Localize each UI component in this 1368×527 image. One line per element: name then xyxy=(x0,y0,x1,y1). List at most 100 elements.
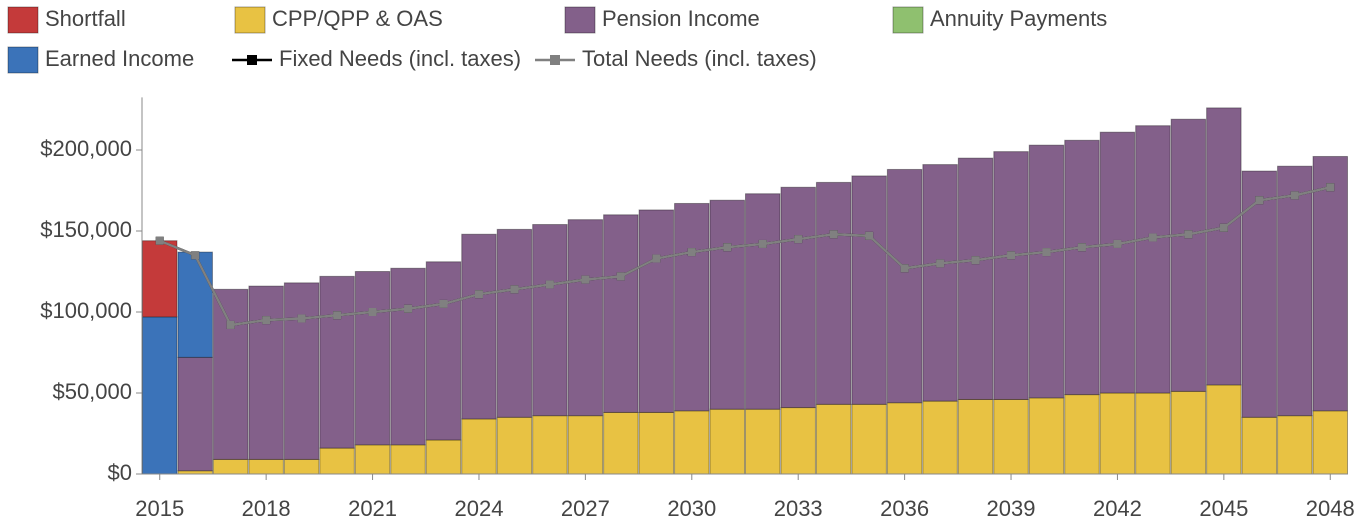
line-marker xyxy=(971,256,980,265)
line-marker xyxy=(545,280,554,289)
bar-segment xyxy=(957,157,994,400)
bar-segment xyxy=(532,224,568,417)
line-marker xyxy=(1184,230,1193,239)
bar-segment xyxy=(638,411,675,475)
bar-segment xyxy=(1135,392,1171,475)
line-marker xyxy=(1042,248,1051,257)
bar-segment xyxy=(1028,144,1065,399)
x-tick-label: 2015 xyxy=(135,496,184,521)
bar-segment xyxy=(177,356,213,472)
x-tick-label: 2033 xyxy=(774,496,823,521)
bar-segment xyxy=(354,444,391,475)
legend-swatch xyxy=(564,6,596,34)
bar-segment xyxy=(283,282,320,460)
legend-label: Earned Income xyxy=(45,46,194,71)
legend-label: CPP/QPP & OAS xyxy=(272,6,443,31)
line-marker xyxy=(829,230,838,239)
x-tick-label: 2045 xyxy=(1199,496,1248,521)
line-marker xyxy=(368,308,377,316)
bar-segment xyxy=(780,407,816,475)
line-marker xyxy=(333,311,342,320)
y-tick-label: $0 xyxy=(108,460,132,485)
line-marker xyxy=(687,248,696,257)
line-marker xyxy=(1219,223,1228,232)
x-tick-label: 2021 xyxy=(348,496,397,521)
x-tick-label: 2027 xyxy=(561,496,610,521)
line-marker xyxy=(1113,239,1122,248)
bar-segment xyxy=(1206,107,1242,386)
line-marker xyxy=(1326,183,1335,192)
bar-segment xyxy=(177,251,213,358)
line-marker xyxy=(900,264,909,273)
bar-segment xyxy=(1241,170,1278,418)
line-marker xyxy=(616,272,625,281)
x-tick-label: 2042 xyxy=(1093,496,1142,521)
bar-segment xyxy=(1135,125,1171,394)
line-marker xyxy=(439,299,448,308)
legend-swatch xyxy=(892,6,924,34)
bar-segment xyxy=(922,400,958,475)
bar-segment xyxy=(425,439,462,475)
bar-segment xyxy=(603,214,639,413)
bar-segment xyxy=(1170,118,1207,392)
line-marker xyxy=(297,314,306,323)
y-tick-label: $150,000 xyxy=(40,217,132,242)
line-marker xyxy=(652,254,661,263)
bar-segment xyxy=(1206,384,1242,475)
bar-segment xyxy=(1099,131,1136,394)
legend-label: Fixed Needs (incl. taxes) xyxy=(279,46,521,71)
legend-swatch xyxy=(7,6,39,34)
bar-segment xyxy=(1064,394,1100,475)
legend-marker xyxy=(550,55,560,65)
x-tick-label: 2030 xyxy=(667,496,716,521)
bar-segment xyxy=(815,181,852,405)
line-marker xyxy=(581,275,590,284)
y-tick-label: $100,000 xyxy=(40,298,132,323)
bar-segment xyxy=(425,261,462,441)
bar-segment xyxy=(886,402,923,475)
bar-segment xyxy=(1277,415,1313,475)
bar-segment xyxy=(1028,397,1065,475)
x-tick-label: 2024 xyxy=(454,496,503,521)
bar-segment xyxy=(851,175,887,405)
bar-segment xyxy=(1170,390,1207,475)
line-marker xyxy=(794,235,803,244)
line-marker xyxy=(758,239,767,248)
bar-segment xyxy=(745,408,781,475)
bar-segment xyxy=(567,219,604,417)
bar-segment xyxy=(390,267,426,446)
x-tick-label: 2018 xyxy=(242,496,291,521)
bar-segment xyxy=(780,186,816,409)
bar-segment xyxy=(319,275,355,449)
line-marker xyxy=(1077,243,1086,252)
line-marker xyxy=(723,243,732,252)
line-marker xyxy=(1255,196,1264,205)
bar-segment xyxy=(1312,410,1349,475)
bar-segment xyxy=(1099,392,1136,475)
bar-segment xyxy=(993,151,1029,400)
line-marker xyxy=(1007,251,1016,260)
legend-marker xyxy=(247,55,257,65)
x-tick-label: 2036 xyxy=(880,496,929,521)
bar-segment xyxy=(354,271,391,446)
legend-label: Pension Income xyxy=(602,6,760,31)
x-tick-label: 2039 xyxy=(987,496,1036,521)
line-marker xyxy=(191,251,200,260)
bar-segment xyxy=(496,228,533,418)
x-tick-label: 2048 xyxy=(1306,496,1355,521)
bar-segment xyxy=(745,193,781,410)
line-marker xyxy=(510,285,519,294)
line-marker xyxy=(936,259,945,268)
bar-segment xyxy=(638,209,675,413)
bar-segment xyxy=(319,447,355,475)
bar-segment xyxy=(461,233,497,420)
bar-segment xyxy=(674,202,710,412)
bar-segment xyxy=(709,199,746,410)
line-marker xyxy=(262,316,271,325)
bar-segment xyxy=(993,398,1029,475)
bar-segment xyxy=(1241,416,1278,475)
bar-segment xyxy=(603,411,639,475)
bar-segment xyxy=(886,168,923,404)
